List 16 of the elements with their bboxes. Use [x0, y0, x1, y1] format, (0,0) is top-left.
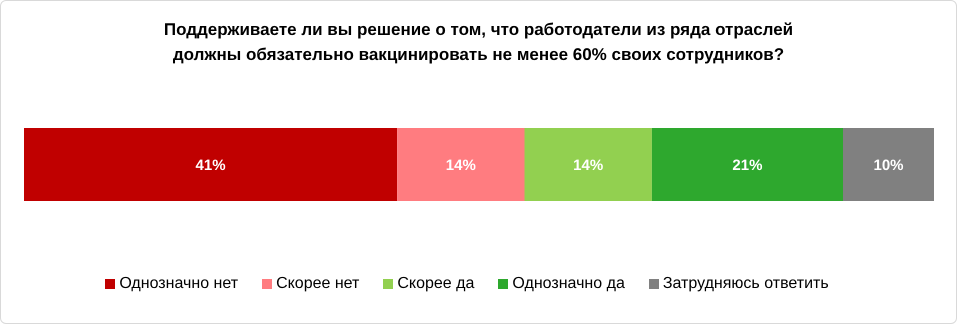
bar	[843, 128, 934, 201]
legend-label: Однозначно да	[512, 275, 625, 292]
legend-label: Скорее да	[397, 275, 474, 292]
data-label: 21%	[732, 156, 762, 174]
bar	[397, 128, 524, 201]
bar	[524, 128, 652, 201]
legend-label: Скорее нет	[276, 275, 360, 292]
bar	[24, 128, 398, 201]
data-label: 14%	[446, 156, 476, 174]
data-label: 14%	[573, 156, 604, 174]
bar	[652, 128, 843, 201]
legend-label: Однозначно нет	[119, 275, 238, 292]
chart-title: Поддерживаете ли вы решение о том, что работодатели из ряда отраслей должны обязательно вакцинировать не менее 60% своих сотрудников?	[162, 19, 794, 66]
legend-label: Затрудняюсь ответить	[662, 275, 829, 292]
data-label: 10%	[873, 156, 904, 174]
data-label: 41%	[196, 156, 226, 174]
